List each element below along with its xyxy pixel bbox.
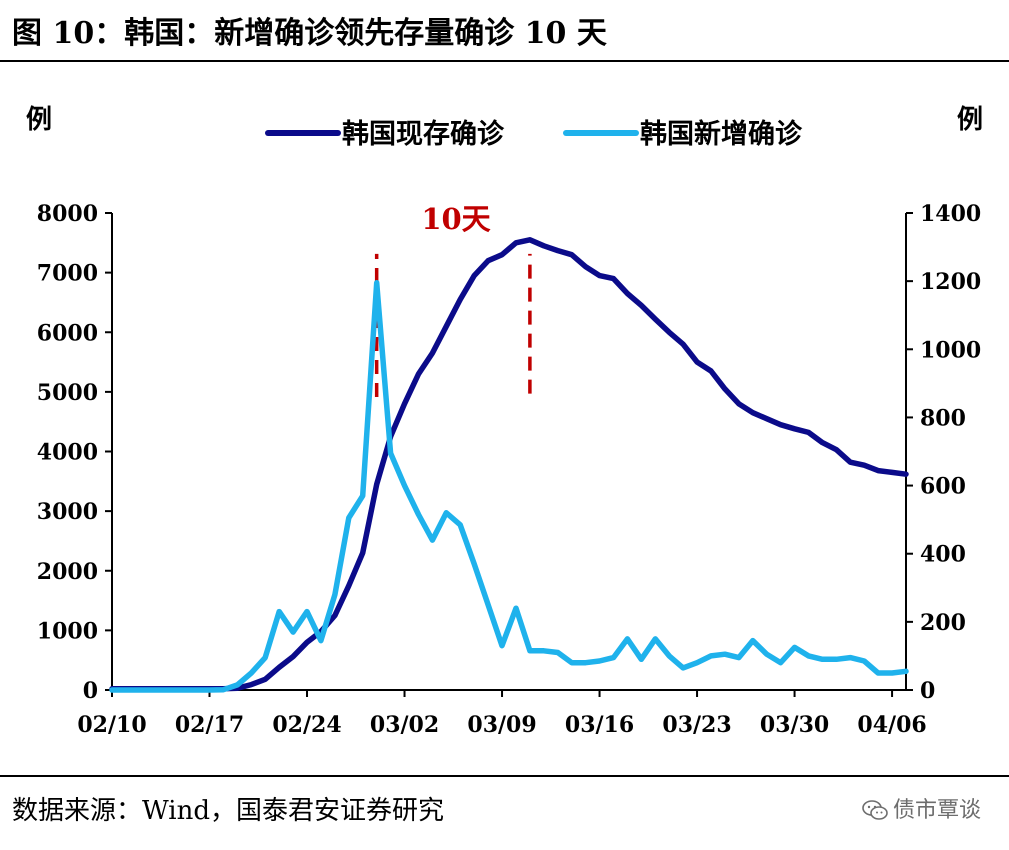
left-tick-label: 1000 [37, 618, 98, 644]
x-tick-label: 02/24 [272, 712, 341, 738]
x-tick-label: 04/06 [857, 712, 926, 738]
legend-label-existing: 韩国现存确诊 [342, 118, 505, 150]
watermark-text: 债市覃谈 [892, 798, 981, 823]
series-line-existing-cases [109, 237, 909, 692]
x-tick-label: 02/10 [77, 712, 146, 738]
source-note: 数据来源：Wind，国泰君安证券研究 [12, 796, 444, 826]
ticks-group: 0 1000 2000 3000 4000 5000 6000 7000 8000 0 200 400… [37, 201, 981, 738]
left-tick-label: 6000 [37, 320, 98, 346]
right-tick-label: 200 [920, 610, 966, 636]
series-line-new-cases [109, 280, 909, 693]
left-tick-label: 5000 [37, 380, 98, 406]
right-tick-label: 800 [920, 405, 966, 431]
left-tick-label: 0 [83, 678, 98, 704]
chart: 0 1000 2000 3000 4000 5000 6000 7000 8000 0 200 400… [26, 105, 983, 738]
left-tick-label: 3000 [37, 499, 98, 525]
title-divider [0, 60, 1009, 62]
markers-group [374, 253, 532, 397]
annotation-10-days: 10天 [421, 202, 490, 236]
wechat-icon [862, 800, 888, 820]
x-tick-label: 03/09 [467, 712, 536, 738]
legend: 韩国现存确诊 韩国新增确诊 [265, 118, 803, 150]
axes-group [111, 213, 907, 691]
x-tick-label: 03/23 [662, 712, 731, 738]
figure-title: 图 10：韩国：新增确诊领先存量确诊 10 天 [12, 16, 607, 51]
right-tick-label: 600 [920, 474, 966, 500]
right-tick-label: 400 [920, 542, 966, 568]
series-lines [109, 237, 909, 693]
right-tick-label: 1000 [920, 337, 981, 363]
right-tick-label: 1400 [920, 201, 981, 227]
footer-divider [0, 775, 1009, 777]
x-tick-label: 03/16 [565, 712, 634, 738]
left-tick-label: 2000 [37, 559, 98, 585]
right-axis-label: 例 [957, 105, 983, 135]
left-axis-label: 例 [26, 105, 52, 135]
x-tick-label: 02/17 [175, 712, 244, 738]
left-tick-label: 7000 [37, 261, 98, 287]
right-tick-label: 1200 [920, 269, 981, 295]
right-tick-label: 0 [920, 678, 935, 704]
x-tick-label: 03/02 [370, 712, 439, 738]
left-tick-label: 8000 [37, 201, 98, 227]
x-tick-label: 03/30 [760, 712, 829, 738]
watermark: 债市覃谈 [861, 792, 981, 824]
left-tick-label: 4000 [37, 440, 98, 466]
legend-label-new: 韩国新增确诊 [640, 118, 803, 150]
